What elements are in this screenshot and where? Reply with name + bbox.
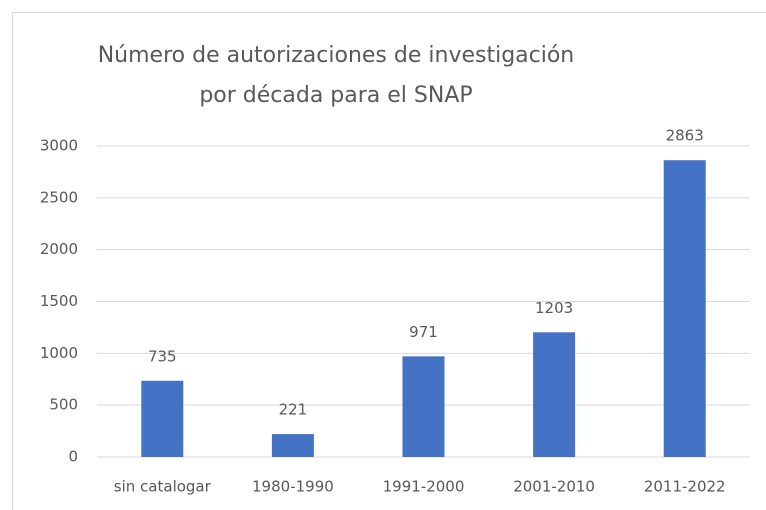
x-tick-label: 1980-1990 bbox=[252, 478, 334, 496]
bar bbox=[402, 356, 445, 457]
data-label: 221 bbox=[279, 401, 308, 419]
data-label: 1203 bbox=[535, 299, 573, 317]
chart-border bbox=[12, 12, 766, 510]
x-tick-label: 2011-2022 bbox=[644, 478, 726, 496]
data-label: 735 bbox=[148, 347, 177, 365]
y-tick-label: 2000 bbox=[40, 240, 78, 258]
y-tick-label: 3000 bbox=[40, 137, 78, 155]
bar bbox=[663, 160, 706, 457]
bar bbox=[533, 332, 576, 457]
y-tick-label: 0 bbox=[68, 448, 78, 466]
data-label: 2863 bbox=[666, 127, 704, 145]
x-tick-label: 2001-2010 bbox=[513, 478, 595, 496]
y-tick-label: 1500 bbox=[40, 292, 78, 310]
chart-title: Número de autorizaciones de investigació… bbox=[98, 43, 575, 68]
chart-title: por década para el SNAP bbox=[199, 83, 472, 108]
y-tick-label: 500 bbox=[49, 396, 78, 414]
x-tick-label: sin catalogar bbox=[114, 478, 212, 496]
x-tick-label: 1991-2000 bbox=[383, 478, 465, 496]
y-tick-label: 1000 bbox=[40, 344, 78, 362]
data-label: 971 bbox=[409, 323, 438, 341]
bar bbox=[141, 380, 184, 457]
y-tick-label: 2500 bbox=[40, 188, 78, 206]
bar bbox=[271, 434, 314, 457]
